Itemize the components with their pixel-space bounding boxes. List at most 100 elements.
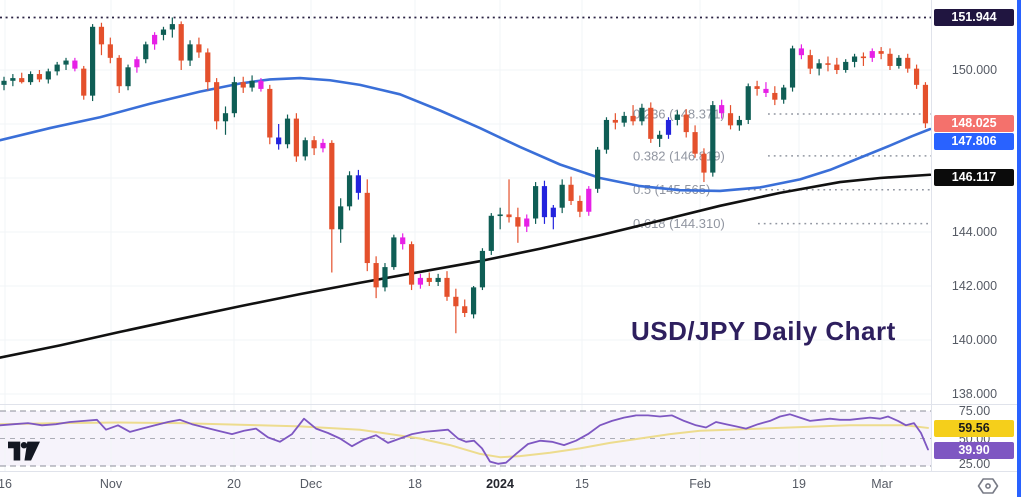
candle xyxy=(869,51,875,58)
black-ma-price-badge: 146.117 xyxy=(934,168,1014,186)
candle xyxy=(400,237,406,245)
candle xyxy=(674,114,680,120)
candle xyxy=(320,142,326,149)
candle xyxy=(479,250,486,288)
candle xyxy=(134,59,140,68)
candle xyxy=(506,214,512,218)
candle xyxy=(63,60,69,65)
candle xyxy=(692,132,698,154)
candle xyxy=(612,119,618,123)
candle xyxy=(125,67,131,87)
candle xyxy=(45,71,51,80)
candle xyxy=(533,186,539,219)
chart-watermark-title: USD/JPY Daily Chart xyxy=(631,316,896,346)
candle xyxy=(54,64,60,72)
candle xyxy=(763,88,769,93)
rsi-value-badge: 39.90 xyxy=(934,441,1014,459)
time-axis-label: 19 xyxy=(792,477,806,491)
time-axis-label: Nov xyxy=(99,477,123,491)
candle xyxy=(276,137,282,145)
candle xyxy=(719,105,725,114)
candle xyxy=(338,206,344,230)
price-axis-label: 150.000 xyxy=(951,63,998,77)
candle xyxy=(435,277,441,282)
candle xyxy=(107,44,113,58)
candle xyxy=(10,78,16,81)
candle xyxy=(311,140,317,149)
candle xyxy=(169,24,175,30)
candle xyxy=(710,105,716,173)
candle xyxy=(284,118,291,145)
candle xyxy=(355,175,361,193)
time-axis-label: Mar xyxy=(871,477,893,491)
candle xyxy=(524,218,530,227)
rsi-panel-canvas[interactable] xyxy=(0,405,931,471)
panel-separator[interactable] xyxy=(0,404,1021,405)
candle xyxy=(701,153,707,173)
candle xyxy=(72,60,78,69)
candle xyxy=(781,87,787,100)
time-axis-label: 2024 xyxy=(486,477,514,491)
candle xyxy=(408,244,415,285)
candle xyxy=(302,140,308,157)
time-axis[interactable]: 16 Nov 20 Dec 18 2024 15 Feb 19 Mar xyxy=(0,471,931,497)
time-axis-label: Feb xyxy=(689,477,711,491)
candle xyxy=(470,287,477,315)
candle xyxy=(187,44,193,61)
candle xyxy=(745,86,751,120)
time-axis-label: Dec xyxy=(299,477,323,491)
candle xyxy=(586,188,592,212)
candle xyxy=(834,64,840,70)
candle xyxy=(231,82,237,114)
candle xyxy=(727,113,734,126)
candle xyxy=(382,267,388,288)
indicator-settings-gear-icon[interactable] xyxy=(974,476,1002,496)
candle xyxy=(568,184,574,201)
candle xyxy=(364,192,370,264)
candle xyxy=(621,115,627,123)
candle xyxy=(426,277,432,282)
candle xyxy=(249,80,255,88)
candle xyxy=(843,61,849,70)
price-axis[interactable]: 150.000 144.000 142.000 140.000 138.000 75.00… xyxy=(932,0,1017,471)
candle xyxy=(665,119,672,135)
candle xyxy=(541,186,548,218)
candle xyxy=(258,80,264,89)
candle xyxy=(603,119,610,150)
price-axis-label: 75.00 xyxy=(958,404,991,418)
candle xyxy=(683,114,689,133)
main-chart-canvas[interactable]: 0.236 (148.371)0.382 (146.819)0.5 (145.5… xyxy=(0,0,931,404)
candle xyxy=(417,277,424,285)
candle xyxy=(807,55,813,69)
candle xyxy=(488,215,494,251)
price-axis-label: 140.000 xyxy=(951,333,998,347)
candle xyxy=(27,74,34,83)
price-axis-label: 144.000 xyxy=(951,225,998,239)
time-axis-label: 15 xyxy=(575,477,589,491)
time-axis-label: 18 xyxy=(408,477,422,491)
candle xyxy=(639,107,645,122)
candle xyxy=(559,184,565,208)
candle xyxy=(736,119,742,126)
candle xyxy=(178,24,184,61)
candle xyxy=(754,86,760,89)
candle xyxy=(222,113,229,122)
time-axis-label: 20 xyxy=(227,477,241,491)
high-price-badge: 151.944 xyxy=(934,8,1014,26)
candle xyxy=(373,263,379,288)
candle xyxy=(143,44,149,60)
last-price-badge: 148.025 xyxy=(934,114,1014,132)
candle xyxy=(630,115,636,122)
candle xyxy=(116,57,122,87)
fib-level-label: 0.618 (144.310) xyxy=(633,216,725,231)
time-axis-border xyxy=(0,471,1021,472)
candle xyxy=(444,277,450,297)
candle xyxy=(152,34,158,45)
tradingview-logo[interactable] xyxy=(8,441,40,462)
fib-level-label: 0.236 (148.371) xyxy=(633,106,725,121)
candle xyxy=(515,217,521,227)
candle xyxy=(205,52,211,83)
price-axis-label: 142.000 xyxy=(951,279,998,293)
time-axis-label: 16 xyxy=(0,477,12,491)
